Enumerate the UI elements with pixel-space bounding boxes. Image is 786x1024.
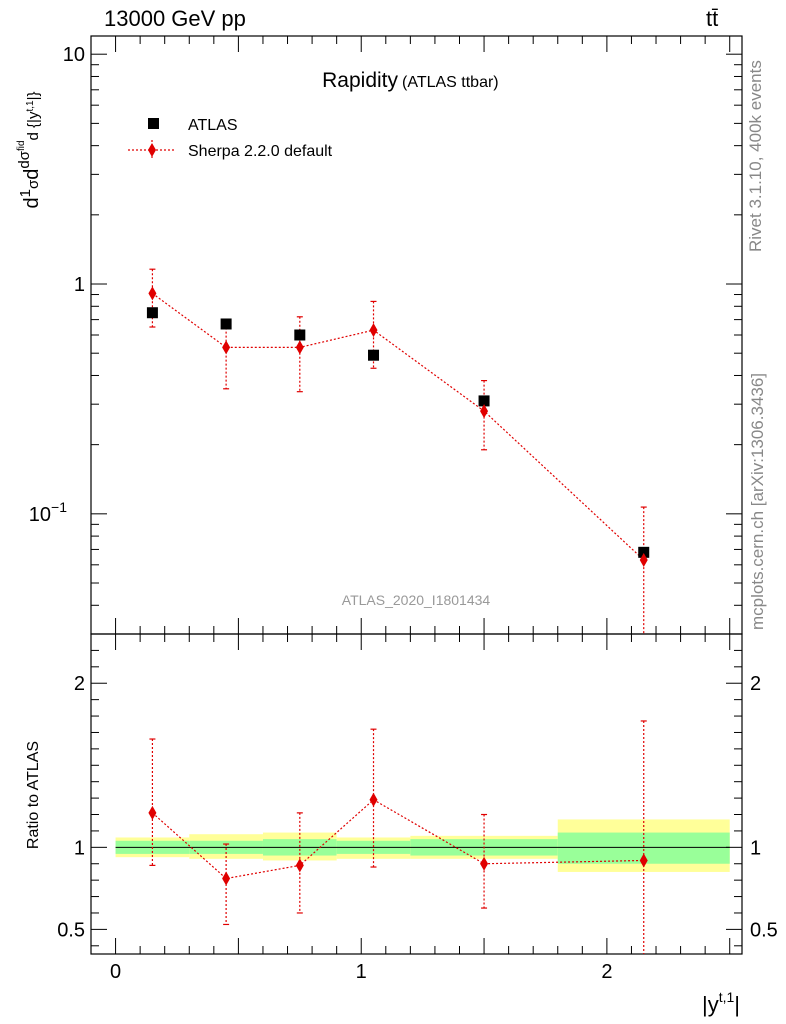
legend-atlas-marker (148, 118, 159, 129)
x-tick-label: 0 (110, 961, 121, 983)
chart-subtitle: (ATLAS ttbar) (402, 74, 499, 91)
ratio-tick-label-left: 2 (74, 673, 85, 695)
legend-sherpa-label: Sherpa 2.2.0 default (188, 143, 333, 160)
watermark: ATLAS_2020_I1801434 (342, 592, 491, 608)
mc-point (222, 340, 231, 355)
y-axis-label: d1σddσfidd {|yt,1|} (16, 92, 43, 209)
mc-point (369, 323, 378, 338)
ratio-tick-label-right: 2 (750, 673, 761, 695)
ratio-frame (90, 633, 743, 955)
ratio-y-axis-label: Ratio to ATLAS (25, 741, 42, 849)
data-point (368, 349, 380, 361)
legend-sherpa-marker (148, 143, 156, 157)
data-point (478, 395, 490, 407)
header-right-label: tt̄ (706, 6, 719, 31)
y-tick-label: 10−1 (29, 499, 67, 526)
data-point (146, 307, 158, 319)
main-marks (146, 268, 650, 634)
ratio-tick-label-right: 0.5 (750, 919, 778, 941)
legend-atlas-label: ATLAS (188, 117, 238, 134)
ratio-bands (115, 819, 730, 872)
x-axis-label: |yt,1| (702, 989, 740, 1017)
ratio-mc-point (148, 805, 157, 820)
svg-text:|yt,1|: |yt,1| (702, 989, 740, 1017)
x-tick-label: 2 (601, 961, 612, 983)
ratio-tick-label-left: 1 (74, 837, 85, 859)
mc-point (295, 340, 304, 355)
ratio-mc-point (480, 856, 489, 871)
ratio-tick-label-left: 0.5 (57, 919, 85, 941)
y-tick-label: 1 (74, 274, 85, 296)
ratio-mc-point (639, 853, 648, 868)
svg-text:d1σddσfidd {|yt,1|}: d1σddσfidd {|yt,1|} (16, 92, 43, 209)
mc-point (480, 404, 489, 419)
data-point (638, 546, 650, 558)
ratio-marks (148, 720, 648, 954)
mc-point (639, 552, 648, 567)
mc-line (152, 292, 645, 561)
ratio-mc-point (369, 792, 378, 807)
ratio-mc-point (295, 858, 304, 873)
y-tick-label: 10 (63, 44, 85, 66)
legend: ATLAS Sherpa 2.2.0 default (128, 117, 333, 160)
x-tick-label: 1 (356, 961, 367, 983)
ticks: 0 1 2 10−1 1 10 0.5 0.5 1 1 2 2 (29, 36, 778, 983)
axes (90, 35, 743, 955)
header-left-label: 13000 GeV pp (104, 6, 246, 31)
ratio-mc-point (222, 871, 231, 886)
chart-title: Rapidity (322, 69, 398, 92)
ratio-tick-label-right: 1 (750, 837, 761, 859)
data-point (220, 318, 232, 330)
mc-point (148, 286, 157, 301)
data-point (294, 329, 306, 341)
